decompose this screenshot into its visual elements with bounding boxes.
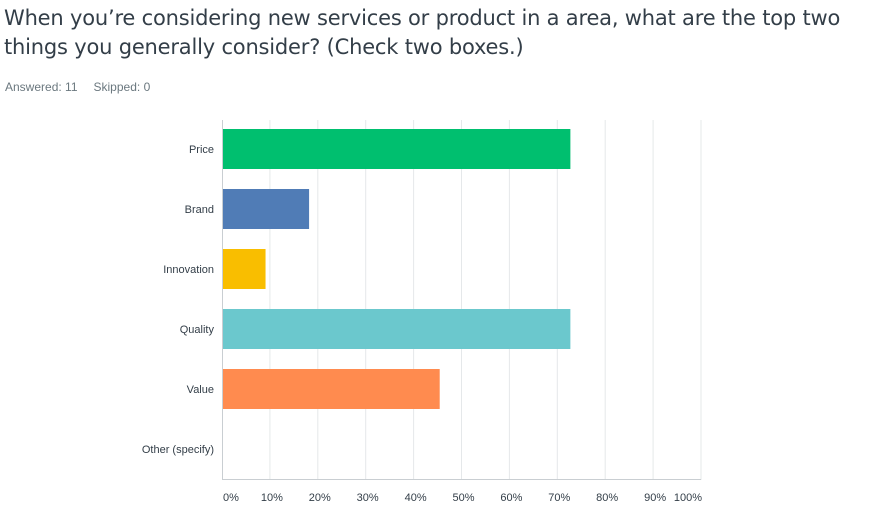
x-tick-label: 10% bbox=[261, 492, 283, 504]
x-tick-label: 0% bbox=[223, 492, 239, 504]
question-title: When you’re considering new services or … bbox=[4, 6, 841, 59]
bar-innovation bbox=[223, 249, 266, 289]
x-tick-label: 80% bbox=[596, 492, 618, 504]
category-label: Price bbox=[189, 144, 214, 156]
x-tick-label: 20% bbox=[309, 492, 331, 504]
x-tick-label: 100% bbox=[674, 492, 702, 504]
skipped-count: 0 bbox=[143, 80, 151, 94]
bar-brand bbox=[223, 189, 310, 229]
answered-label: Answered: bbox=[5, 80, 62, 94]
answered-count: 11 bbox=[65, 80, 78, 94]
category-labels: Price Brand Innovation Quality Value Other (s… bbox=[142, 144, 215, 456]
skipped-stat: Skipped: 0 bbox=[94, 80, 151, 94]
category-label: Quality bbox=[180, 324, 215, 336]
skipped-label: Skipped: bbox=[93, 80, 141, 94]
gridlines bbox=[222, 120, 702, 480]
category-label: Brand bbox=[185, 204, 214, 216]
bar-price bbox=[223, 129, 571, 169]
x-tick-label: 90% bbox=[644, 492, 666, 504]
bar-chart-svg: Price Brand Innovation Quality Value Other (s… bbox=[142, 120, 702, 504]
category-label: Innovation bbox=[163, 264, 214, 276]
x-tick-label: 60% bbox=[500, 492, 522, 504]
bar-chart: Price Brand Innovation Quality Value Other (s… bbox=[0, 110, 874, 515]
answered-stat: Answered: 11 bbox=[5, 80, 78, 94]
x-tick-label: 50% bbox=[452, 492, 474, 504]
bar-value bbox=[223, 369, 440, 409]
x-axis-tick-labels: 0% 10% 20% 30% 40% 50% 60% 70% 80% 90% 100% bbox=[223, 492, 702, 504]
response-stats: Answered: 11 Skipped: 0 bbox=[5, 80, 166, 94]
category-label: Value bbox=[187, 384, 214, 396]
bar-quality bbox=[223, 309, 571, 349]
category-label: Other (specify) bbox=[142, 444, 214, 456]
bars bbox=[223, 129, 571, 409]
x-tick-label: 30% bbox=[357, 492, 379, 504]
x-tick-label: 70% bbox=[548, 492, 570, 504]
x-tick-label: 40% bbox=[405, 492, 427, 504]
